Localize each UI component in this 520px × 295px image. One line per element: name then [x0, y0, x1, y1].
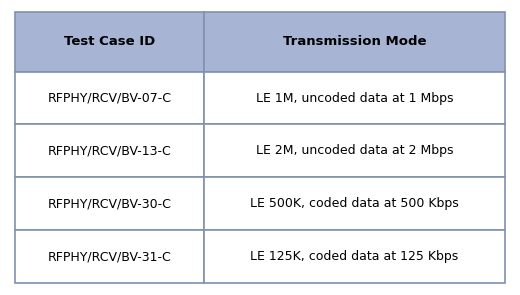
Text: RFPHY/RCV/BV-31-C: RFPHY/RCV/BV-31-C — [47, 250, 171, 263]
Bar — [15, 230, 204, 283]
Bar — [204, 124, 505, 177]
Bar — [204, 177, 505, 230]
Bar — [204, 72, 505, 124]
Bar — [204, 230, 505, 283]
Text: RFPHY/RCV/BV-07-C: RFPHY/RCV/BV-07-C — [47, 91, 171, 104]
Text: LE 500K, coded data at 500 Kbps: LE 500K, coded data at 500 Kbps — [250, 197, 459, 210]
Text: Test Case ID: Test Case ID — [64, 35, 155, 48]
Bar — [15, 12, 204, 72]
Text: RFPHY/RCV/BV-30-C: RFPHY/RCV/BV-30-C — [47, 197, 171, 210]
Text: LE 1M, uncoded data at 1 Mbps: LE 1M, uncoded data at 1 Mbps — [255, 91, 453, 104]
Text: Transmission Mode: Transmission Mode — [282, 35, 426, 48]
Text: LE 2M, uncoded data at 2 Mbps: LE 2M, uncoded data at 2 Mbps — [255, 144, 453, 158]
Bar — [204, 12, 505, 72]
Bar — [15, 72, 204, 124]
Text: RFPHY/RCV/BV-13-C: RFPHY/RCV/BV-13-C — [47, 144, 171, 158]
Bar — [15, 124, 204, 177]
Text: LE 125K, coded data at 125 Kbps: LE 125K, coded data at 125 Kbps — [250, 250, 459, 263]
Bar — [15, 177, 204, 230]
